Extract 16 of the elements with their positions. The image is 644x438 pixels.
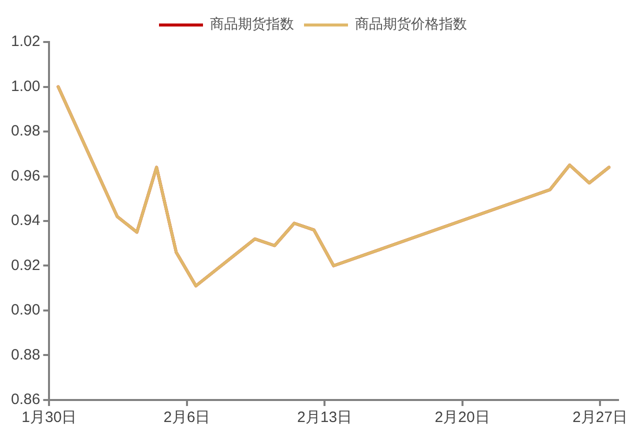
x-tick-label: 2月13日 [297,409,352,426]
legend-label: 商品期货价格指数 [355,16,467,33]
x-tick-label: 1月30日 [22,409,77,426]
y-tick-label: 0.86 [10,391,40,408]
y-tick-label: 0.90 [10,302,40,319]
y-tick-label: 0.92 [10,256,40,274]
y-tick-label: 0.94 [10,212,40,230]
y-tick-label: 0.96 [10,167,40,184]
y-tick-label: 0.88 [10,346,40,364]
x-tick-label: 2月20日 [434,409,490,426]
x-tick-label: 2月27日 [572,409,628,426]
legend-label: 商品期货指数 [210,16,294,33]
y-tick-label: 1.02 [10,33,40,50]
y-tick-label: 0.98 [10,122,40,140]
x-tick-label: 2月6日 [164,409,210,426]
y-tick-label: 1.00 [10,78,40,95]
